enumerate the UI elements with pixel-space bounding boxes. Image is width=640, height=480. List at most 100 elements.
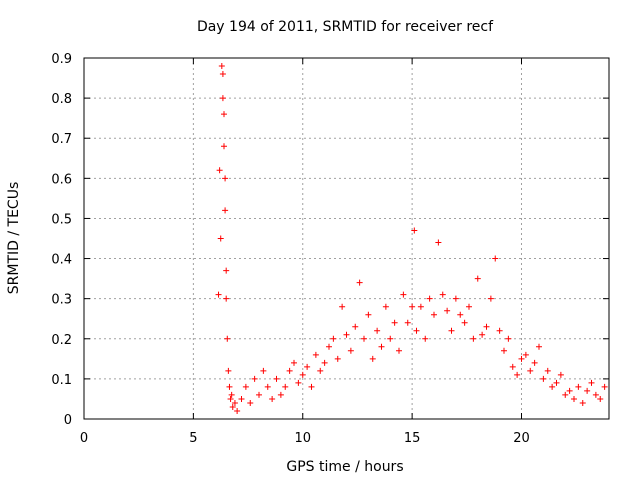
data-point [461, 319, 468, 326]
data-point [234, 407, 241, 414]
data-point [221, 111, 227, 118]
data-point [457, 311, 464, 318]
data-point [215, 291, 222, 298]
data-point [411, 227, 418, 234]
data-points [215, 63, 608, 414]
data-point [544, 367, 551, 374]
data-point [299, 371, 306, 378]
data-point [444, 307, 451, 314]
y-axis-label: SRMTID / TECUs [6, 182, 22, 295]
data-point [369, 355, 376, 362]
data-point [466, 303, 472, 310]
data-point [452, 295, 459, 302]
data-point [282, 383, 289, 390]
x-tick-label: 0 [80, 431, 88, 446]
data-point [601, 383, 608, 390]
data-point [343, 331, 350, 338]
data-point [514, 371, 521, 378]
data-point [219, 71, 226, 78]
data-point [505, 335, 512, 342]
data-point [536, 343, 542, 350]
data-point [448, 327, 455, 334]
data-point [219, 95, 226, 102]
data-point [479, 331, 486, 338]
data-point [584, 387, 591, 394]
y-tick-label: 0.3 [51, 293, 72, 308]
data-point [317, 367, 324, 374]
x-tick-label: 10 [294, 431, 311, 446]
data-point [223, 267, 230, 274]
data-point [221, 143, 227, 150]
data-point [352, 323, 359, 330]
data-point [247, 399, 254, 406]
data-point [579, 399, 586, 406]
data-point [592, 391, 599, 398]
data-point [382, 303, 389, 310]
data-point [571, 395, 577, 402]
data-point [553, 379, 560, 386]
data-point [223, 295, 230, 302]
data-point [216, 167, 223, 174]
data-point [562, 391, 569, 398]
data-point [557, 371, 564, 378]
x-tick-label: 20 [513, 431, 530, 446]
x-axis-label: GPS time / hours [286, 459, 403, 475]
data-point [378, 343, 385, 350]
data-point [426, 295, 433, 302]
data-point [217, 235, 224, 242]
plot-frame [83, 57, 610, 420]
axis-ticks: 0 5 10 15 20 0 0.1 0.2 0.3 0.4 0.5 0.6 0.7 0.8 0.9 [51, 52, 609, 446]
y-tick-label: 0.2 [51, 333, 72, 348]
data-point [334, 355, 341, 362]
data-point [474, 275, 481, 282]
data-point [391, 319, 398, 326]
data-point [228, 391, 235, 398]
data-point [227, 395, 234, 402]
data-point [501, 347, 507, 354]
data-point [273, 375, 280, 382]
grid-lines [84, 58, 609, 419]
data-point [404, 319, 411, 326]
data-point [277, 391, 284, 398]
data-point [417, 303, 424, 310]
data-point [422, 335, 429, 342]
data-point [540, 375, 547, 382]
data-point [588, 379, 595, 386]
data-point [575, 383, 582, 390]
data-point [229, 403, 236, 410]
data-point [356, 279, 363, 286]
data-point [400, 291, 407, 298]
chart-title: Day 194 of 2011, SRMTID for receiver rec… [197, 19, 494, 35]
data-point [231, 399, 238, 406]
data-point [413, 327, 420, 334]
data-point [226, 383, 233, 390]
data-point [374, 327, 381, 334]
data-point [269, 395, 276, 402]
data-point [347, 347, 354, 354]
data-point [218, 63, 225, 70]
data-point [339, 303, 346, 310]
data-point [409, 303, 416, 310]
data-point [238, 395, 245, 402]
data-point [260, 367, 267, 374]
y-tick-label: 0.4 [51, 253, 72, 268]
x-tick-label: 15 [404, 431, 421, 446]
data-point [431, 311, 437, 318]
data-point [224, 335, 231, 342]
data-point [396, 347, 402, 354]
y-tick-label: 0.1 [51, 373, 72, 388]
data-point [291, 359, 297, 366]
data-point [222, 207, 229, 214]
data-point [312, 351, 319, 358]
data-point [387, 335, 394, 342]
data-point [330, 335, 337, 342]
data-point [242, 383, 249, 390]
data-point [483, 323, 490, 330]
y-tick-label: 0.5 [51, 212, 72, 227]
data-point [492, 255, 499, 262]
data-point [518, 355, 525, 362]
data-point [286, 367, 293, 374]
data-point [222, 175, 229, 182]
data-point [251, 375, 258, 382]
data-point [256, 391, 262, 398]
